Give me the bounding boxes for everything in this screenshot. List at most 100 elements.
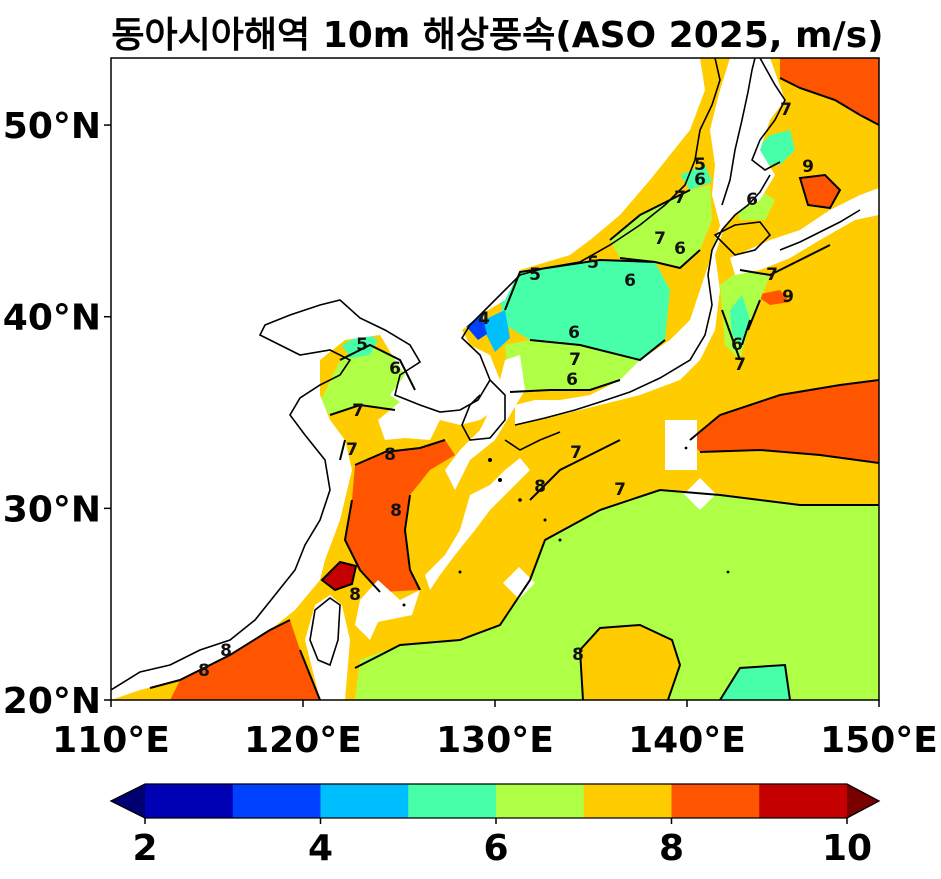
contour-8-pacific-n	[689, 379, 879, 441]
contour-label: 7	[346, 440, 358, 460]
colorbar-under-arrow	[111, 784, 145, 818]
lon-tick-label: 150°E	[820, 720, 938, 761]
contour-8-ne	[779, 77, 879, 126]
contour-7-ryukyu	[529, 439, 621, 501]
coastline-taiwan	[309, 597, 341, 667]
colorbar-segment	[320, 784, 409, 818]
filled-band-6-7-okhotsk	[735, 190, 775, 220]
contour-label: 8	[220, 641, 232, 661]
contour-label: 7	[766, 265, 778, 285]
colorbar-tick-label: 10	[822, 828, 872, 869]
filled-band-8-9-ne	[780, 58, 879, 125]
land-mask-korea-japan	[445, 355, 525, 490]
contour-lines	[149, 77, 879, 700]
colorbar: 2 4 6 8 10	[109, 783, 881, 869]
coastlines	[111, 58, 861, 691]
contour-label: 6	[568, 323, 580, 343]
lat-axis: 20°N 30°N 40°N 50°N	[3, 106, 111, 722]
filled-band-5-6-yellow	[342, 332, 378, 358]
lon-axis: 110°E 120°E 130°E 140°E 150°E	[52, 700, 938, 761]
contour-label: 5	[694, 155, 706, 175]
contour-7-bubble	[578, 623, 682, 700]
contour-9	[320, 560, 358, 592]
filled-band-7-8-scs	[140, 680, 180, 700]
contour-label: 8	[349, 585, 361, 605]
lat-tick-label: 30°N	[3, 489, 101, 530]
contour-label: 5	[587, 253, 599, 273]
colorbar-segment	[232, 784, 321, 818]
coastline-china	[111, 58, 721, 691]
contour-label: 7	[780, 100, 792, 120]
contour-7-japansea-n	[609, 189, 691, 241]
map-title: 동아시아해역 10m 해상풍속(ASO 2025, m/s)	[111, 15, 884, 56]
coastline-kuril	[779, 209, 861, 251]
filled-band-8-9-kuril	[800, 175, 840, 208]
contour-6-pacific-n	[721, 309, 751, 361]
filled-band-3-4	[465, 314, 487, 340]
coastline-okhotsk	[751, 58, 786, 171]
contour-7-south	[354, 488, 879, 669]
lon-tick-label: 110°E	[52, 720, 170, 761]
contour-label: 7	[352, 401, 364, 421]
colorbar-segment	[759, 784, 848, 818]
colorbar-segment	[408, 784, 497, 818]
land-mask-sakhalin-kuril	[730, 188, 879, 275]
contour-label: 7	[674, 188, 686, 208]
filled-band-6-7-south	[355, 490, 879, 700]
colorbar-tick-label: 6	[483, 828, 508, 869]
lon-tick-label: 120°E	[244, 720, 362, 761]
contour-label: 8	[384, 445, 396, 465]
contour-8-ecs	[343, 439, 446, 593]
colorbar-segment	[671, 784, 760, 818]
contour-7-japansea	[509, 379, 621, 393]
contour-label: 7	[614, 480, 626, 500]
lon-tick-label: 140°E	[628, 720, 746, 761]
contour-label: 8	[534, 477, 546, 497]
contour-label: 6	[694, 170, 706, 190]
contour-label: 8	[390, 501, 402, 521]
land-mask-yellow-sea	[378, 402, 440, 440]
colorbar-tick-label: 8	[659, 828, 684, 869]
lat-tick-label: 40°N	[3, 298, 101, 339]
islands	[402, 446, 730, 607]
coastline-japan	[504, 174, 771, 451]
contour-label: 6	[389, 359, 401, 379]
land-mask-pacific-4	[355, 580, 420, 640]
contour-6-japansea	[529, 339, 666, 362]
contour-6-japansea-n	[619, 249, 701, 270]
filled-band-8-9-east	[755, 290, 790, 305]
coastline-korea	[461, 379, 506, 441]
contour-label: 9	[802, 157, 814, 177]
contour-label: 6	[566, 370, 578, 390]
contour-label: 8	[198, 661, 210, 681]
contour-label: 7	[570, 443, 582, 463]
colorbar-segment	[145, 784, 234, 818]
land-mask-pacific-3	[665, 420, 697, 470]
land-mask-japan	[515, 58, 785, 425]
coastline-hokkaido	[713, 221, 772, 256]
filled-band-8-9-ecs	[345, 440, 455, 592]
lat-tick-label: 50°N	[3, 106, 101, 147]
land-mask-pacific-2	[503, 567, 535, 599]
contour-7-yellow	[329, 403, 396, 461]
contour-label: 6	[674, 239, 686, 259]
contour-label: 8	[572, 645, 584, 665]
colorbar-segment	[496, 784, 585, 818]
contour-label: 9	[782, 287, 794, 307]
filled-band-9-10	[322, 562, 356, 590]
contour-6-yellow	[339, 343, 416, 391]
contour-8-kuril	[798, 173, 842, 210]
colorbar-over-arrow	[847, 784, 879, 818]
contour-8-scs	[179, 619, 321, 700]
filled-band-7-8-south	[580, 625, 680, 700]
contour-label: 5	[356, 335, 368, 355]
contour-label: 5	[529, 265, 541, 285]
contour-6-se	[719, 663, 791, 700]
contour-label: 6	[746, 190, 758, 210]
colorbar-tick-label: 2	[132, 828, 157, 869]
filled-band-6-7-yellow	[320, 345, 415, 415]
filled-band-6-7-japansea-s	[505, 340, 640, 392]
filled-band-5-6-tatar	[680, 165, 712, 190]
contour-label: 7	[654, 229, 666, 249]
